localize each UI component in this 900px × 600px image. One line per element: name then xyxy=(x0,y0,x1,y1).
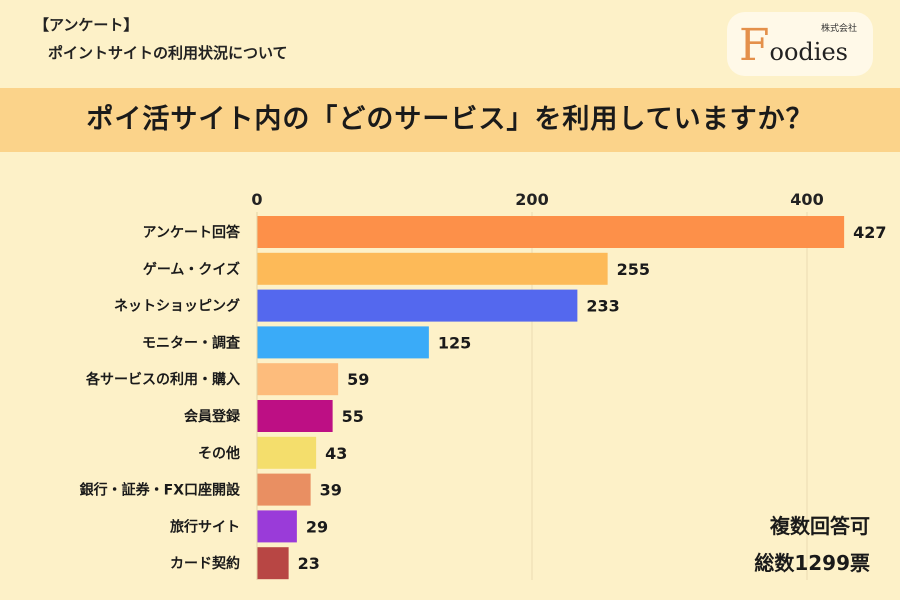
value-label-4: 59 xyxy=(347,370,369,389)
category-label-7: 銀行・証券・FX口座開設 xyxy=(80,482,241,499)
value-label-7: 39 xyxy=(320,481,342,500)
bar-7 xyxy=(257,473,311,506)
category-label-5: 会員登録 xyxy=(184,408,241,425)
value-label-2: 233 xyxy=(586,297,619,316)
bar-9 xyxy=(257,547,289,580)
total-votes-note: 総数1299票 xyxy=(754,551,870,575)
survey-subtitle: ポイントサイトの利用状況について xyxy=(48,44,288,62)
bar-8 xyxy=(257,510,297,543)
logo-initial: F xyxy=(739,20,770,71)
x-tick-label-1: 200 xyxy=(515,190,548,209)
category-label-9: カード契約 xyxy=(170,555,240,572)
value-label-3: 125 xyxy=(438,333,471,352)
question-banner: ポイ活サイト内の「どのサービス」を利用していますか？ xyxy=(0,88,900,152)
multiple-answer-note: 複数回答可 xyxy=(770,514,870,538)
value-label-1: 255 xyxy=(617,260,650,279)
category-label-1: ゲーム・クイズ xyxy=(143,261,240,278)
x-tick-label-0: 0 xyxy=(251,190,262,209)
category-label-0: アンケート回答 xyxy=(143,224,241,241)
bar-5 xyxy=(257,400,333,432)
value-label-6: 43 xyxy=(325,444,347,463)
logo-company-label: 株式会社 xyxy=(820,24,857,34)
bar-2 xyxy=(257,289,578,322)
logo-wordmark: Foodies xyxy=(739,20,848,71)
bar-1 xyxy=(257,252,608,285)
logo-rest: oodies xyxy=(769,38,848,66)
bar-0 xyxy=(257,216,845,248)
category-label-8: 旅行サイト xyxy=(170,518,240,535)
category-label-2: ネットショッピング xyxy=(114,298,240,315)
value-label-0: 427 xyxy=(853,223,886,242)
category-label-4: 各サービスの利用・購入 xyxy=(85,371,240,388)
question-text: ポイ活サイト内の「どのサービス」を利用していますか？ xyxy=(86,104,814,135)
value-label-8: 29 xyxy=(306,517,328,536)
bar-6 xyxy=(257,436,317,469)
category-label-6: その他 xyxy=(198,445,240,462)
x-tick-label-2: 400 xyxy=(790,190,823,209)
foodies-logo: 株式会社 Foodies xyxy=(727,12,873,76)
value-label-5: 55 xyxy=(342,407,364,426)
bar-4 xyxy=(257,363,339,396)
category-label-3: モニター・調査 xyxy=(142,334,241,351)
value-label-9: 23 xyxy=(298,554,320,573)
bar-3 xyxy=(257,326,429,359)
survey-tag: 【アンケート】 xyxy=(34,16,139,34)
